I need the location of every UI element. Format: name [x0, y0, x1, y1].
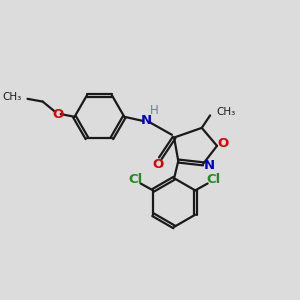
Text: N: N [141, 115, 152, 128]
Text: Cl: Cl [128, 173, 142, 186]
Text: O: O [218, 137, 229, 150]
Text: H: H [150, 104, 159, 117]
Text: Cl: Cl [206, 173, 220, 186]
Text: O: O [152, 158, 164, 171]
Text: O: O [52, 107, 64, 121]
Text: CH₃: CH₃ [2, 92, 21, 102]
Text: CH₃: CH₃ [216, 107, 236, 117]
Text: N: N [204, 159, 215, 172]
